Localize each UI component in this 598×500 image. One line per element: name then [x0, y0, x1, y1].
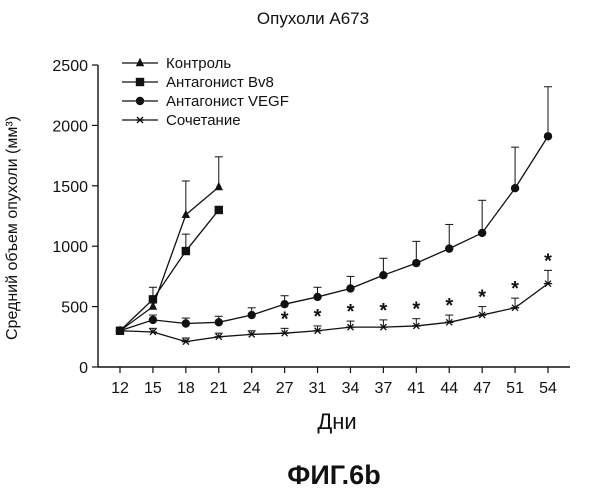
figure-label: ФИГ.6b [287, 460, 380, 490]
data-point [182, 247, 190, 255]
data-point [182, 319, 190, 327]
significance-label: * [511, 278, 519, 300]
y-tick-label: 2000 [52, 118, 88, 135]
legend: Контроль Антагонист Bv8 Антагонист VEGF Соч… [122, 55, 289, 129]
series-4: * * * * * * * * * [116, 250, 552, 344]
y-tick-label: 0 [79, 360, 88, 377]
significance-label: * [478, 287, 486, 309]
significance-label: * [314, 306, 322, 328]
data-point [182, 210, 190, 218]
legend-marker [136, 97, 144, 105]
legend-label: Сочетание [166, 112, 241, 129]
series-2 [116, 206, 223, 335]
legend-marker [136, 78, 144, 86]
data-point [412, 259, 420, 267]
data-point [280, 300, 288, 308]
x-tick-label: 27 [276, 380, 294, 397]
x-tick-label: 15 [144, 380, 162, 397]
x-tick-label: 18 [177, 380, 195, 397]
x-tick-label: 31 [309, 380, 327, 397]
x-tick-label: 34 [342, 380, 360, 397]
axes: 0 500 1000 1500 2000 2500 12 15 18 21 24 27 31 34 37 41… [52, 58, 570, 397]
y-tick-label: 2500 [52, 58, 88, 75]
significance-label: * [379, 300, 387, 322]
y-tick-label: 1000 [52, 239, 88, 256]
data-point [478, 229, 486, 237]
significance-label: * [281, 308, 289, 330]
x-tick-label: 47 [473, 380, 491, 397]
legend-marker [136, 117, 144, 123]
data-point [149, 295, 157, 303]
data-point [544, 132, 552, 140]
x-tick-label: 21 [210, 380, 228, 397]
legend-label: Антагонист Bv8 [166, 74, 274, 91]
x-tick-label: 44 [440, 380, 458, 397]
y-tick-label: 500 [61, 300, 88, 317]
data-point [247, 311, 255, 319]
x-tick-label: 54 [539, 380, 557, 397]
series-line [120, 210, 219, 331]
legend-label: Антагонист VEGF [166, 93, 289, 110]
significance-label: * [544, 250, 552, 272]
data-point [379, 271, 387, 279]
x-tick-label: 12 [111, 380, 129, 397]
series-1 [116, 157, 223, 334]
chart-title: Опухоли А673 [257, 9, 369, 28]
data-point [215, 318, 223, 326]
x-axis-label: Дни [317, 409, 356, 434]
x-tick-label: 41 [407, 380, 425, 397]
legend-marker [136, 58, 144, 66]
x-tick-label: 51 [506, 380, 524, 397]
series-line [120, 187, 219, 331]
data-point [445, 244, 453, 252]
data-point [215, 206, 223, 214]
y-tick-label: 1500 [52, 179, 88, 196]
x-tick-label: 24 [243, 380, 261, 397]
legend-label: Контроль [166, 55, 231, 72]
x-tick-label: 37 [374, 380, 392, 397]
significance-label: * [412, 299, 420, 321]
data-point [511, 184, 519, 192]
data-point [346, 284, 354, 292]
y-axis-label: Средний объем опухоли (мм³) [4, 116, 21, 340]
data-point [215, 182, 223, 190]
data-point [149, 316, 157, 324]
significance-label: * [347, 301, 355, 323]
data-point [313, 293, 321, 301]
significance-label: * [445, 295, 453, 317]
